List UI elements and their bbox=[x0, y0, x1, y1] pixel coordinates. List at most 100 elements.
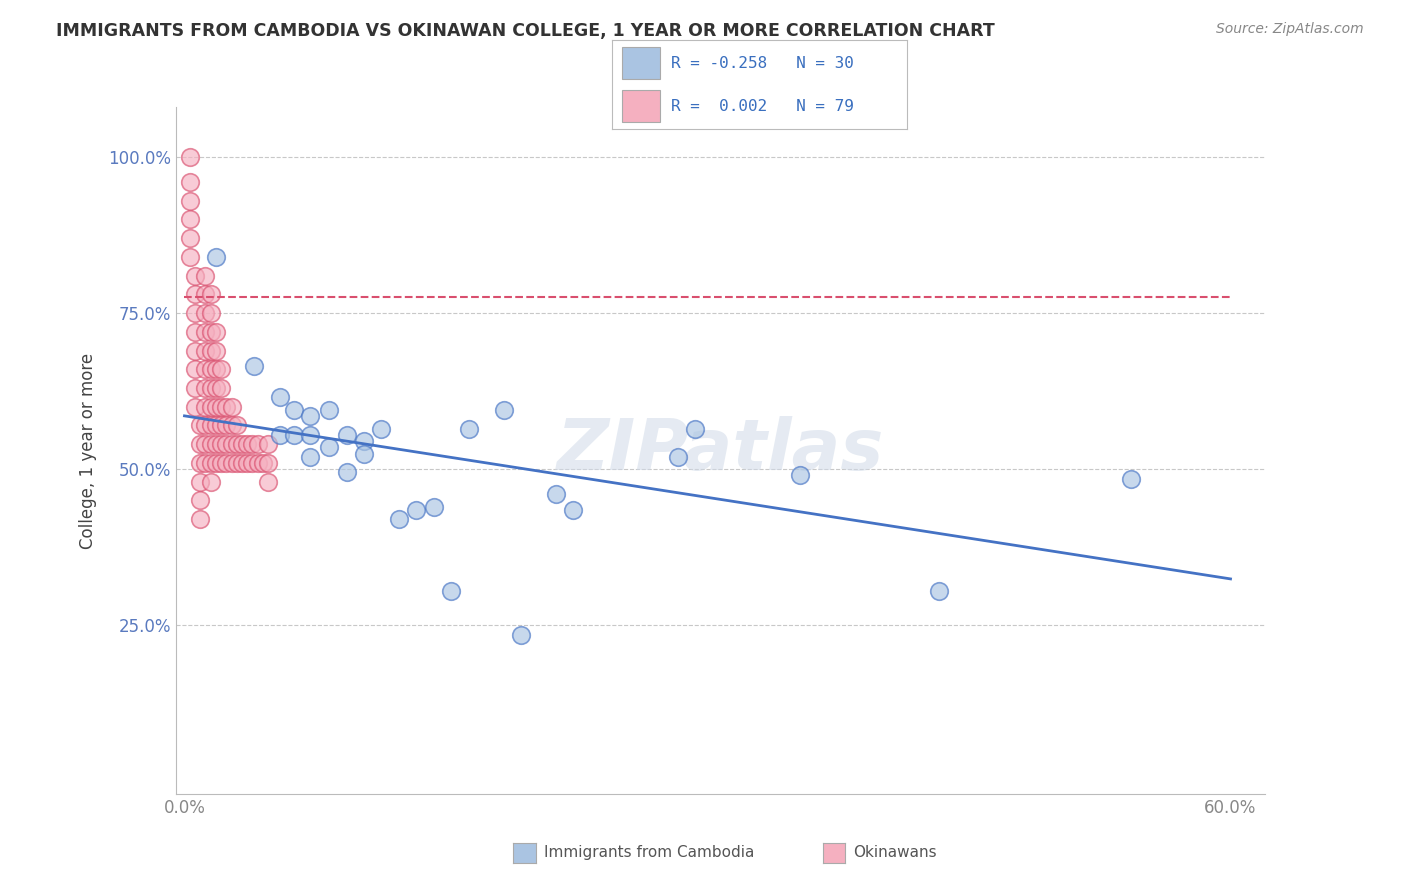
Point bbox=[184, 343, 207, 358]
Point bbox=[221, 456, 243, 470]
Y-axis label: College, 1 year or more: College, 1 year or more bbox=[79, 352, 97, 549]
Point bbox=[194, 381, 217, 395]
Point bbox=[179, 175, 201, 189]
Point bbox=[209, 362, 232, 376]
Point bbox=[209, 400, 232, 414]
Point bbox=[209, 418, 232, 433]
Point bbox=[188, 456, 211, 470]
Text: IMMIGRANTS FROM CAMBODIA VS OKINAWAN COLLEGE, 1 YEAR OR MORE CORRELATION CHART: IMMIGRANTS FROM CAMBODIA VS OKINAWAN COL… bbox=[56, 22, 995, 40]
Point bbox=[209, 456, 232, 470]
Point bbox=[283, 427, 305, 442]
Point bbox=[179, 231, 201, 245]
Point bbox=[562, 503, 585, 517]
Point bbox=[269, 427, 291, 442]
Point bbox=[510, 628, 533, 642]
Point bbox=[200, 306, 222, 320]
Point bbox=[200, 456, 222, 470]
Point bbox=[188, 512, 211, 526]
Point bbox=[353, 434, 375, 449]
Point bbox=[215, 418, 238, 433]
Point bbox=[205, 343, 228, 358]
Point bbox=[221, 400, 243, 414]
Point bbox=[1121, 471, 1143, 485]
Point bbox=[492, 403, 515, 417]
Point bbox=[388, 512, 411, 526]
Point bbox=[685, 422, 707, 436]
Point bbox=[236, 456, 259, 470]
Point bbox=[242, 437, 264, 451]
Point bbox=[440, 584, 463, 599]
Point bbox=[188, 475, 211, 489]
Point bbox=[200, 418, 222, 433]
Point bbox=[184, 381, 207, 395]
Point bbox=[252, 456, 274, 470]
Point bbox=[188, 437, 211, 451]
Point bbox=[318, 440, 340, 454]
Point bbox=[243, 359, 266, 374]
Point bbox=[666, 450, 689, 464]
Point bbox=[318, 403, 340, 417]
Point bbox=[179, 150, 201, 164]
Point bbox=[200, 437, 222, 451]
Point bbox=[405, 503, 427, 517]
Point bbox=[205, 400, 228, 414]
Point bbox=[215, 437, 238, 451]
Point bbox=[205, 437, 228, 451]
Point bbox=[194, 343, 217, 358]
Point bbox=[200, 362, 222, 376]
Point bbox=[188, 418, 211, 433]
Point bbox=[200, 400, 222, 414]
Point bbox=[205, 381, 228, 395]
Point bbox=[179, 212, 201, 227]
Point bbox=[353, 446, 375, 460]
Point bbox=[246, 437, 269, 451]
Point bbox=[215, 456, 238, 470]
Point bbox=[194, 400, 217, 414]
Point bbox=[336, 427, 359, 442]
Point bbox=[789, 468, 811, 483]
Point bbox=[200, 343, 222, 358]
Point bbox=[184, 362, 207, 376]
Point bbox=[225, 437, 247, 451]
Point bbox=[423, 500, 446, 514]
Point bbox=[209, 437, 232, 451]
Point bbox=[205, 325, 228, 339]
Point bbox=[298, 427, 321, 442]
Point bbox=[370, 422, 392, 436]
Point bbox=[184, 306, 207, 320]
Point bbox=[200, 325, 222, 339]
Point bbox=[200, 475, 222, 489]
Point bbox=[194, 287, 217, 301]
Text: R = -0.258   N = 30: R = -0.258 N = 30 bbox=[671, 56, 853, 70]
Point bbox=[184, 400, 207, 414]
Point bbox=[298, 450, 321, 464]
Point bbox=[225, 456, 247, 470]
Text: Source: ZipAtlas.com: Source: ZipAtlas.com bbox=[1216, 22, 1364, 37]
Point bbox=[184, 325, 207, 339]
Point bbox=[194, 325, 217, 339]
Point bbox=[194, 362, 217, 376]
Point bbox=[194, 306, 217, 320]
Point bbox=[257, 456, 280, 470]
Point bbox=[200, 381, 222, 395]
Point bbox=[200, 287, 222, 301]
Point bbox=[205, 250, 228, 264]
Point bbox=[231, 456, 253, 470]
Point bbox=[257, 437, 280, 451]
Point bbox=[179, 250, 201, 264]
Point bbox=[336, 466, 359, 480]
Point bbox=[205, 418, 228, 433]
Point bbox=[215, 400, 238, 414]
Point bbox=[179, 194, 201, 208]
Point bbox=[209, 381, 232, 395]
Point bbox=[188, 493, 211, 508]
Text: Okinawans: Okinawans bbox=[853, 846, 936, 860]
FancyBboxPatch shape bbox=[621, 90, 661, 122]
Point bbox=[236, 437, 259, 451]
Point bbox=[194, 268, 217, 283]
Point bbox=[242, 456, 264, 470]
Point bbox=[194, 418, 217, 433]
Point bbox=[184, 268, 207, 283]
Point bbox=[205, 362, 228, 376]
Text: ZIPatlas: ZIPatlas bbox=[557, 416, 884, 485]
